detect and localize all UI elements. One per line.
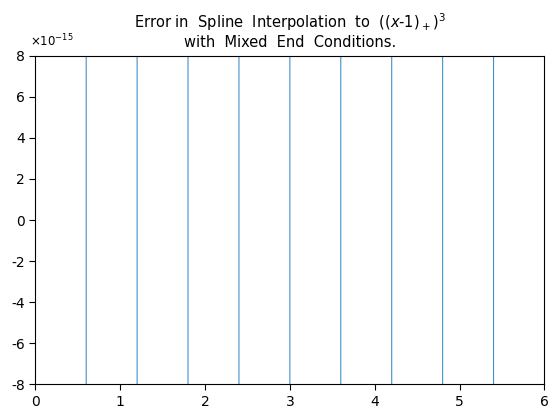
Text: $\times10^{-15}$: $\times10^{-15}$ [30,32,74,49]
Title: Error in  Spline  Interpolation  to  $((x‐1)_+)^3$
with  Mixed  End  Conditions.: Error in Spline Interpolation to $((x‐1)… [134,11,446,50]
